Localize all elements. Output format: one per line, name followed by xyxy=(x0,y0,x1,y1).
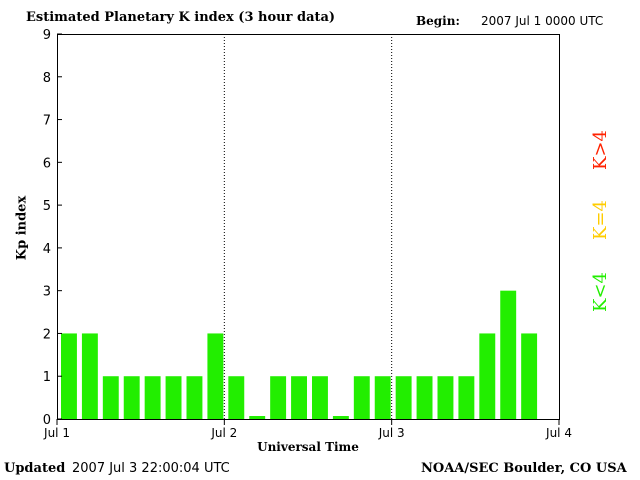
kp-bar xyxy=(291,376,307,419)
kp-bar xyxy=(353,376,370,419)
x-tick-label: Jul 4 xyxy=(545,426,572,440)
footer-updated-value: 2007 Jul 3 22:00:04 UTC xyxy=(72,461,230,476)
y-axis-label: Kp index xyxy=(14,195,30,261)
footer-updated-label: Updated xyxy=(4,461,66,476)
kp-bar xyxy=(249,416,266,419)
kp-bar xyxy=(102,376,119,419)
y-tick-label: 4 xyxy=(43,242,51,257)
kp-bar xyxy=(123,376,140,419)
kp-bar xyxy=(81,333,98,419)
y-tick-label: 7 xyxy=(43,114,51,129)
kp-bar xyxy=(458,376,475,419)
footer-source: NOAA/SEC Boulder, CO USA xyxy=(421,461,627,476)
kp-bar xyxy=(395,376,412,419)
kp-bar xyxy=(416,376,433,419)
kp-bar xyxy=(165,376,182,419)
y-tick-label: 3 xyxy=(43,285,51,300)
kp-bar xyxy=(61,333,77,419)
kp-bar xyxy=(332,416,349,419)
x-tick-label: Jul 3 xyxy=(378,426,405,440)
y-tick-label: 8 xyxy=(43,71,51,86)
kp-bar xyxy=(521,333,538,419)
y-tick-label: 9 xyxy=(43,28,51,43)
y-tick-label: 0 xyxy=(43,413,51,428)
x-tick-label: Jul 2 xyxy=(210,426,237,440)
kp-bar xyxy=(312,376,328,419)
kp-bar xyxy=(207,333,224,419)
kp-bar xyxy=(500,290,517,419)
legend-high-label: K>4 xyxy=(590,130,611,170)
y-tick-label: 6 xyxy=(43,156,51,171)
y-tick-label: 1 xyxy=(43,370,51,385)
x-tick-label: Jul 1 xyxy=(43,426,70,440)
kp-bar xyxy=(270,376,287,419)
y-tick-label: 2 xyxy=(43,327,51,342)
chart-title: Estimated Planetary K index (3 hour data… xyxy=(26,10,336,25)
y-tick-label: 5 xyxy=(43,199,51,214)
legend-low-label: K<4 xyxy=(590,272,611,312)
kp-bar xyxy=(479,333,496,419)
legend-medium-label: K=4 xyxy=(590,200,611,240)
kp-bar xyxy=(186,376,203,419)
begin-value: 2007 Jul 1 0000 UTC xyxy=(481,14,604,28)
kp-bar xyxy=(374,376,391,419)
kp-bar xyxy=(228,376,245,419)
plot-frame xyxy=(57,34,560,420)
kp-bar xyxy=(144,376,161,419)
begin-label: Begin: xyxy=(416,14,460,28)
x-axis-label: Universal Time xyxy=(257,440,359,454)
kp-bar xyxy=(437,376,454,419)
